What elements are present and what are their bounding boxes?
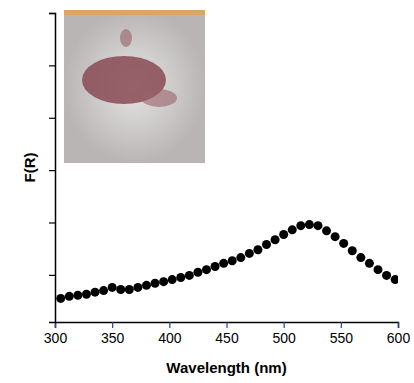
y-tick: [49, 222, 55, 223]
x-tick: 350: [101, 322, 125, 346]
y-tick: [49, 170, 55, 171]
data-point: [288, 225, 297, 234]
data-point: [271, 235, 280, 244]
data-point: [253, 245, 262, 254]
y-tick-mark: [49, 118, 55, 119]
chart: 300 350 400 450 500 550 600 Wavelength (nm) F(R): [0, 0, 414, 383]
x-tick-label: 400: [158, 330, 182, 346]
x-axis-line: [56, 323, 399, 329]
data-point: [133, 283, 142, 292]
data-point: [356, 253, 365, 262]
y-tick-mark: [49, 13, 55, 14]
x-tick-mark: [226, 322, 227, 328]
data-point: [176, 273, 185, 282]
data-point: [245, 249, 254, 258]
x-tick-mark: [284, 322, 285, 328]
x-tick-mark: [169, 322, 170, 328]
data-point: [65, 292, 74, 301]
data-point: [125, 285, 134, 294]
inset-powder: [120, 29, 132, 47]
inset-powder: [141, 89, 177, 107]
x-tick: 450: [215, 322, 239, 346]
x-tick-label: 500: [272, 330, 296, 346]
data-point: [382, 271, 391, 280]
data-point: [391, 275, 398, 284]
x-tick-mark: [341, 322, 342, 328]
x-tick-label: 350: [101, 330, 125, 346]
data-point: [313, 221, 322, 230]
data-point: [193, 268, 202, 277]
data-point: [296, 221, 305, 230]
y-tick-mark: [49, 170, 55, 171]
data-point: [262, 240, 271, 249]
data-point: [185, 271, 194, 280]
data-point: [73, 291, 82, 300]
y-tick: [49, 13, 55, 14]
data-point: [159, 277, 168, 286]
y-axis-line: [49, 14, 56, 323]
y-tick-mark: [49, 222, 55, 223]
data-point: [348, 246, 357, 255]
data-point: [219, 259, 228, 268]
y-tick: [49, 65, 55, 66]
x-axis-title: Wavelength (nm): [166, 359, 286, 376]
y-tick: [49, 118, 55, 119]
data-point: [228, 256, 237, 265]
inset-edge: [64, 10, 205, 15]
x-tick: 550: [330, 322, 354, 346]
y-axis: [49, 14, 56, 323]
x-tick-label: 450: [215, 330, 239, 346]
y-tick-mark: [49, 65, 55, 66]
x-axis: 300 350 400 450 500 550 600: [44, 322, 411, 346]
data-point: [236, 253, 245, 262]
x-tick: 400: [158, 322, 182, 346]
data-point: [168, 275, 177, 284]
data-point: [82, 290, 91, 299]
x-tick-mark: [112, 322, 113, 328]
y-tick-mark: [49, 275, 55, 276]
inset-background: [64, 10, 205, 163]
x-tick-label: 550: [330, 330, 354, 346]
plot-area: 300 350 400 450 500 550 600: [44, 10, 411, 346]
x-tick: 500: [272, 322, 296, 346]
x-tick-label: 300: [44, 330, 68, 346]
data-point: [322, 226, 331, 235]
data-point: [108, 283, 117, 292]
data-point: [142, 281, 151, 290]
x-tick-label: 600: [387, 330, 411, 346]
x-tick: 600: [387, 322, 411, 346]
inset-photo: [64, 10, 205, 163]
data-point: [365, 259, 374, 268]
data-point: [151, 279, 160, 288]
data-point: [91, 288, 100, 297]
y-tick: [49, 275, 55, 276]
data-point: [373, 265, 382, 274]
data-point: [331, 232, 340, 241]
data-point: [211, 262, 220, 271]
data-point: [279, 230, 288, 239]
x-tick-mark: [398, 322, 399, 328]
data-point: [339, 239, 348, 248]
data-point: [116, 285, 125, 294]
data-point: [56, 294, 65, 303]
data-point: [99, 286, 108, 295]
data-point: [305, 220, 314, 229]
y-axis-title: F(R): [21, 153, 38, 183]
x-tick: 300: [44, 322, 68, 346]
data-point: [202, 265, 211, 274]
data-points: [56, 220, 398, 303]
